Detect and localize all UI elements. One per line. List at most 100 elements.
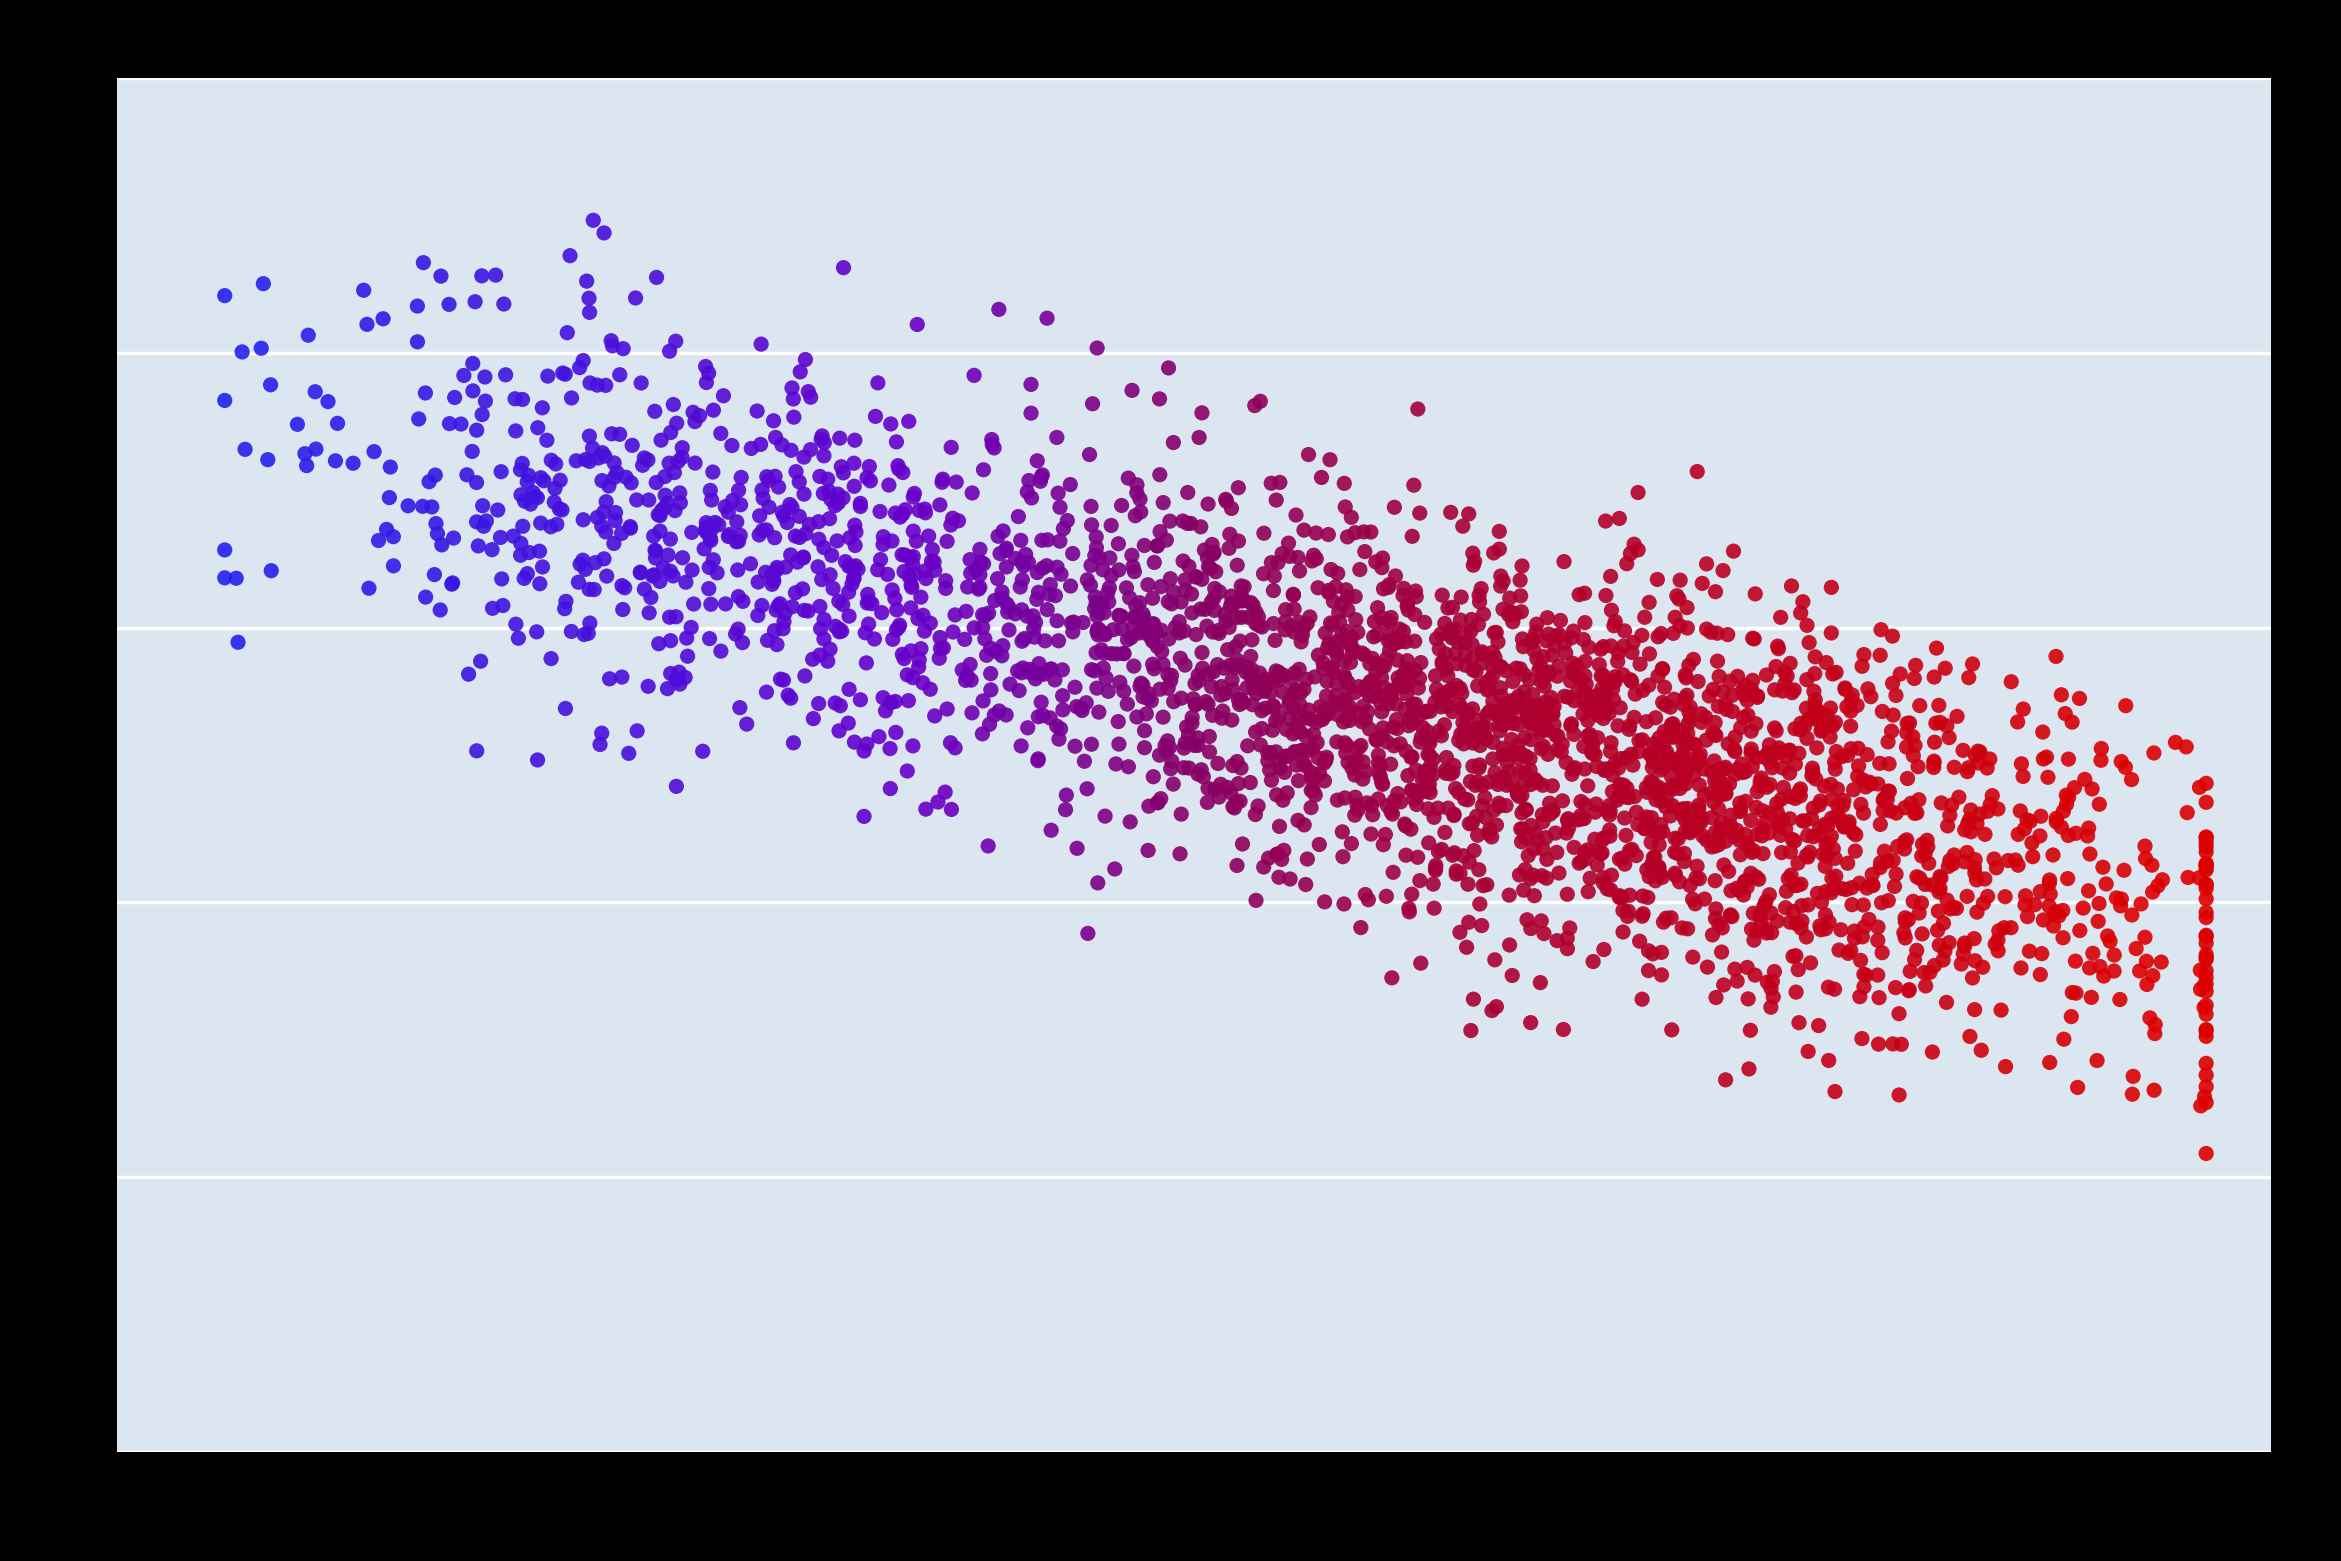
Point xyxy=(1409,718,1447,743)
Point xyxy=(1180,762,1217,787)
Point xyxy=(1475,620,1512,645)
Point xyxy=(972,662,1009,687)
Point xyxy=(1121,500,1159,524)
Point xyxy=(1807,832,1845,857)
Point xyxy=(1552,712,1590,737)
Point xyxy=(1468,670,1505,695)
Point xyxy=(1606,805,1643,830)
Point xyxy=(1583,676,1620,701)
Point xyxy=(1309,745,1346,770)
Point xyxy=(1508,857,1545,882)
Point xyxy=(1868,849,1906,874)
Point xyxy=(1494,601,1531,626)
Point xyxy=(1777,912,1814,937)
Point xyxy=(1789,726,1826,751)
Point xyxy=(1568,837,1606,862)
Point xyxy=(1311,581,1348,606)
Point xyxy=(1657,751,1695,776)
Point xyxy=(529,428,567,453)
Point xyxy=(1131,793,1168,818)
Point xyxy=(819,588,857,613)
Point xyxy=(1292,765,1330,790)
Point xyxy=(424,532,461,557)
Point xyxy=(2037,805,2074,830)
Point xyxy=(1899,938,1936,963)
Point xyxy=(1966,821,2004,846)
Point xyxy=(1362,699,1400,724)
Point xyxy=(698,560,735,585)
Point xyxy=(1758,654,1796,679)
Point xyxy=(1086,621,1124,646)
Point xyxy=(1508,798,1545,823)
Point xyxy=(805,535,843,560)
Point xyxy=(1138,534,1175,559)
Point xyxy=(899,312,936,337)
Point xyxy=(1217,634,1255,659)
Point xyxy=(749,464,787,489)
Point xyxy=(1477,645,1515,670)
Point xyxy=(1419,796,1456,821)
Point xyxy=(2006,893,2044,918)
Point xyxy=(1271,706,1309,731)
Point xyxy=(1615,532,1653,557)
Point xyxy=(1428,663,1465,688)
Point xyxy=(435,386,473,411)
Point xyxy=(1344,749,1381,774)
Point xyxy=(1447,716,1484,741)
Point xyxy=(1599,640,1636,665)
Point xyxy=(1325,845,1362,869)
Point xyxy=(1817,757,1854,782)
Point xyxy=(1812,880,1849,905)
Point xyxy=(597,460,634,485)
Point xyxy=(1421,621,1458,646)
Point xyxy=(756,425,794,450)
Point xyxy=(1395,659,1433,684)
Point xyxy=(648,490,686,515)
Point xyxy=(1590,701,1627,726)
Point xyxy=(1789,845,1826,869)
Point xyxy=(1007,626,1044,651)
Point xyxy=(1451,618,1489,643)
Point xyxy=(1812,805,1849,830)
Point xyxy=(1234,667,1271,692)
Point xyxy=(1653,716,1690,741)
Point xyxy=(459,534,496,559)
Point xyxy=(899,654,936,679)
Point xyxy=(1648,740,1686,765)
Point xyxy=(1866,787,1903,812)
Point xyxy=(719,509,756,534)
Point xyxy=(1695,768,1732,793)
Point xyxy=(2034,913,2072,938)
Point xyxy=(1400,501,1437,526)
Point xyxy=(1807,879,1845,904)
Point xyxy=(1025,702,1063,727)
Point xyxy=(1037,668,1075,693)
Point xyxy=(1213,584,1250,609)
Point xyxy=(1217,606,1255,631)
Point xyxy=(1224,832,1262,857)
Point xyxy=(1622,904,1660,929)
Point xyxy=(1189,554,1227,579)
Point xyxy=(641,518,679,543)
Point xyxy=(1774,681,1812,706)
Point xyxy=(1641,832,1678,857)
Point xyxy=(1828,743,1866,768)
Point xyxy=(1906,960,1943,985)
Point xyxy=(1524,716,1561,741)
Point xyxy=(1875,1032,1913,1057)
Point xyxy=(1002,574,1039,599)
Point xyxy=(927,779,964,804)
Point xyxy=(988,554,1025,579)
Point xyxy=(1281,610,1318,635)
Point xyxy=(1053,620,1091,645)
Point xyxy=(1400,665,1437,690)
Point xyxy=(1800,913,1838,938)
Point xyxy=(897,481,934,506)
Point xyxy=(1145,652,1182,677)
Point xyxy=(981,297,1018,322)
Point xyxy=(1920,879,1957,904)
Point xyxy=(2037,902,2074,927)
Point xyxy=(1620,479,1657,504)
Point xyxy=(1554,659,1592,684)
Point xyxy=(1702,757,1739,782)
